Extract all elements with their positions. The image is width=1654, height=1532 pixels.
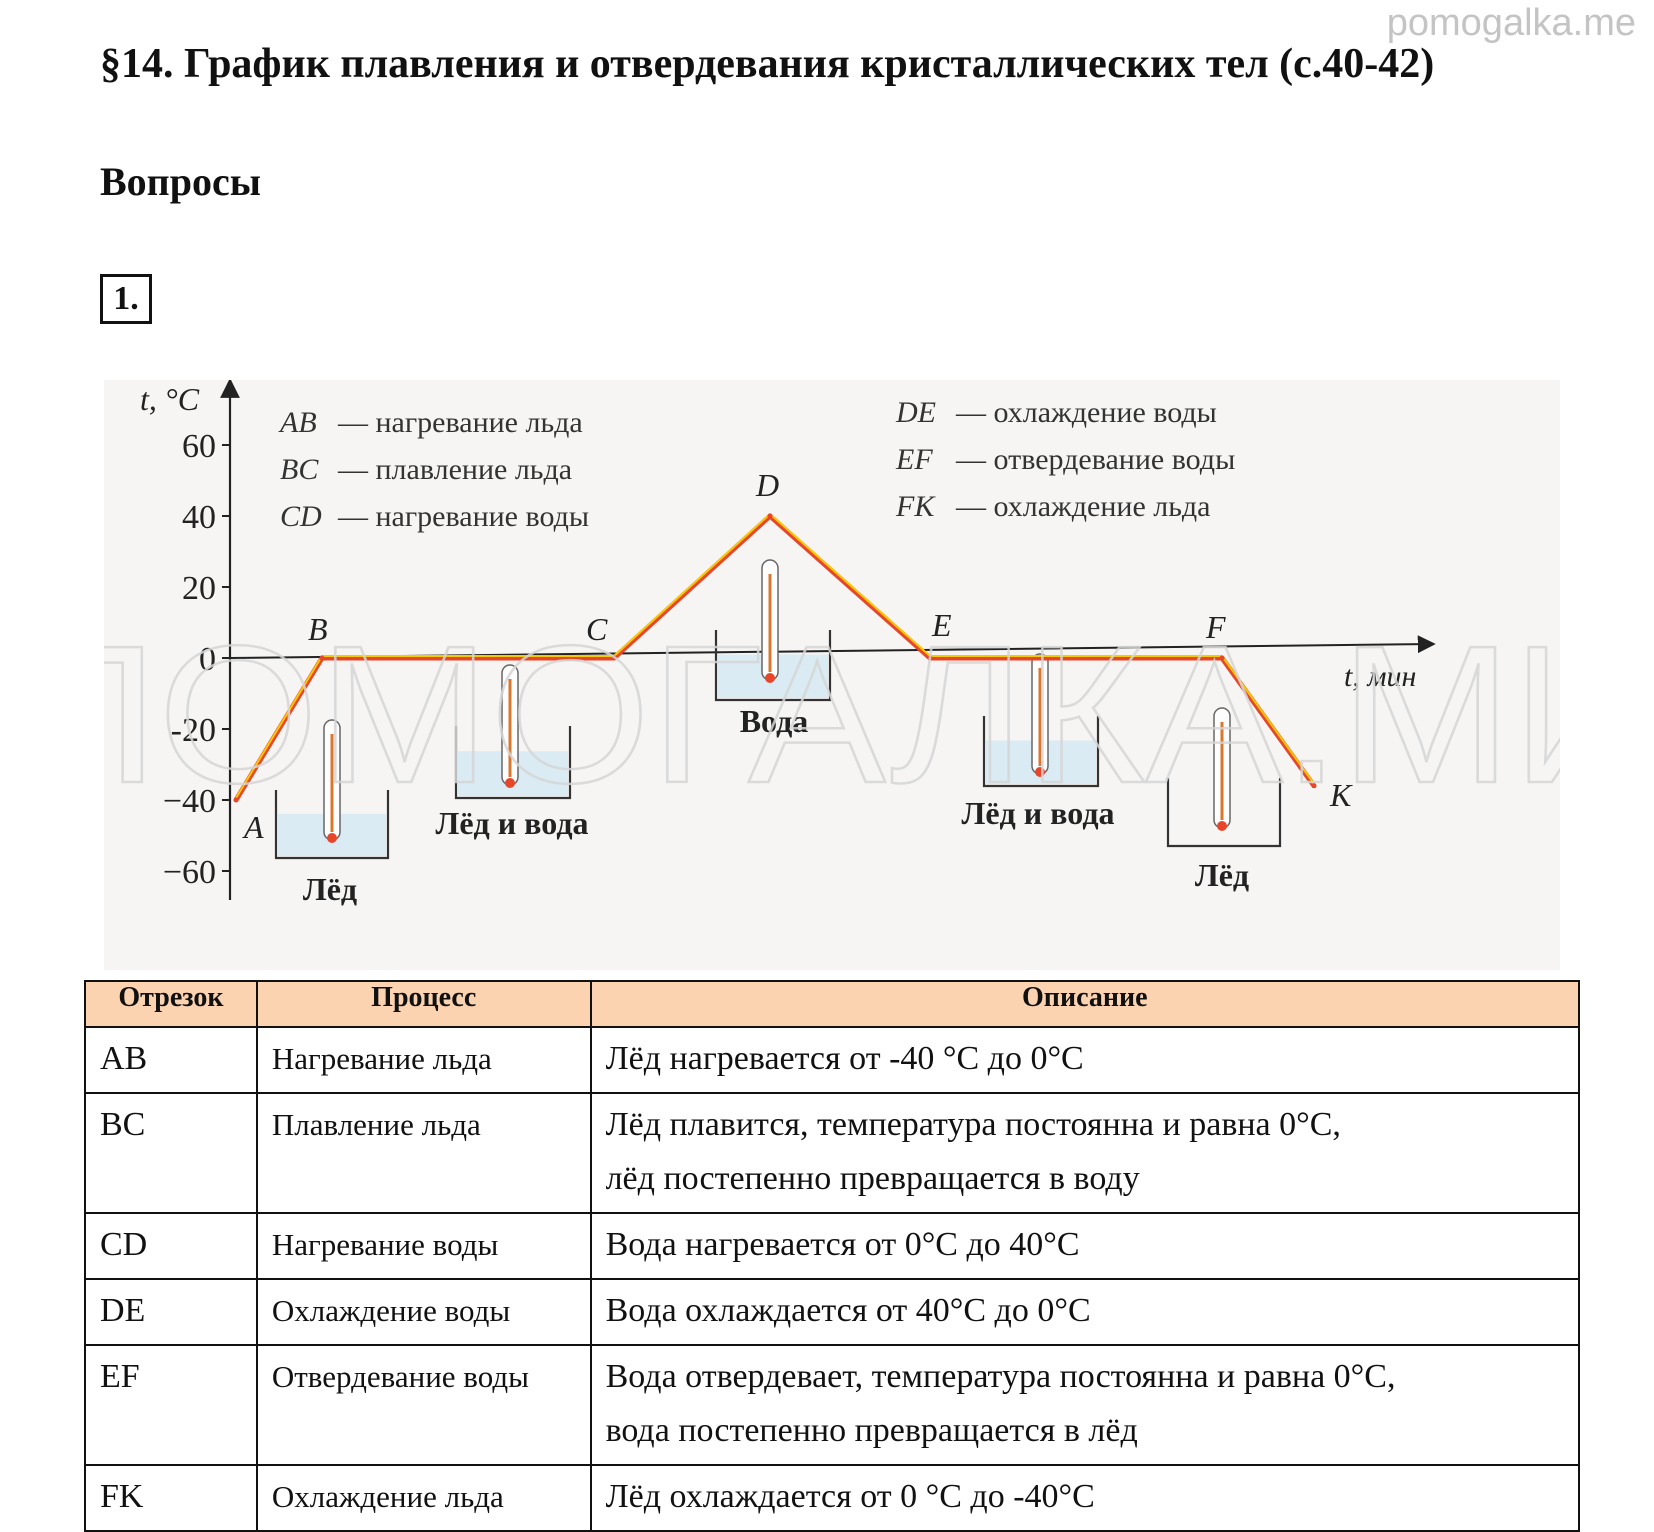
curve-point bbox=[1219, 655, 1225, 661]
table-header-row: Отрезок Процесс Описание bbox=[84, 980, 1581, 1028]
curve-point bbox=[319, 655, 325, 661]
y-tick-label: 40 bbox=[182, 499, 216, 536]
curve-point bbox=[233, 797, 239, 803]
curve-point bbox=[767, 513, 773, 519]
description-line: лёд постепенно превращается в воду bbox=[605, 1160, 1140, 1197]
table-row: EF Отвердевание воды Вода отвердевает, тем… bbox=[84, 1344, 1581, 1466]
description-line: Вода нагревается от 0°С до 40°С bbox=[605, 1226, 1080, 1263]
melting-chart-figure: 60 40 20 0 -20 −40 −60 t, °C t, мин Лёд Лёд и вода… bbox=[104, 380, 1560, 970]
header-process: Процесс bbox=[255, 980, 592, 1028]
cell-description: Вода охлаждается от 40°С до 0°С bbox=[589, 1278, 1581, 1346]
cell-description: Вода отвердевает, температура постоянна … bbox=[589, 1344, 1581, 1466]
cell-description: Вода нагревается от 0°С до 40°С bbox=[589, 1212, 1581, 1280]
table-row: FK Охлаждение льда Лёд охлаждается от 0 °С… bbox=[84, 1464, 1581, 1532]
cell-process: Нагревание воды bbox=[255, 1212, 592, 1280]
vessel-label: Лёд и вода bbox=[962, 795, 1115, 831]
point-label: C bbox=[586, 611, 608, 647]
legend-text: — охлаждение воды bbox=[955, 396, 1217, 429]
table-row: DE Охлаждение воды Вода охлаждается от 40°… bbox=[84, 1278, 1581, 1346]
legend-text: — нагревание воды bbox=[337, 500, 589, 533]
legend-text: — отвердевание воды bbox=[955, 443, 1235, 476]
beaker bbox=[982, 716, 1100, 788]
point-label: D bbox=[755, 467, 779, 503]
answer-table: Отрезок Процесс Описание AB Нагревание ль… bbox=[84, 980, 1581, 1532]
beaker bbox=[454, 726, 572, 800]
table-row: BC Плавление льда Лёд плавится, температур… bbox=[84, 1092, 1581, 1214]
cell-segment: CD bbox=[84, 1212, 258, 1280]
legend-text: — нагревание льда bbox=[337, 406, 583, 439]
header-description: Описание bbox=[589, 980, 1581, 1028]
y-tick-label: 60 bbox=[182, 428, 216, 465]
description-line: Лёд нагревается от -40 °С до 0°С bbox=[605, 1040, 1084, 1077]
cell-description: Лёд охлаждается от 0 °С до -40°С bbox=[589, 1464, 1581, 1532]
legend-segment: AB bbox=[278, 406, 317, 439]
y-tick-label: -20 bbox=[171, 712, 216, 749]
point-label: E bbox=[931, 607, 952, 643]
thermometer-bulb bbox=[327, 833, 337, 843]
overlay-watermark: ПОМОГАЛКА.МИ bbox=[104, 605, 1560, 824]
table-row: CD Нагревание воды Вода нагревается от 0°С… bbox=[84, 1212, 1581, 1280]
legend-text: — охлаждение льда bbox=[955, 490, 1211, 523]
description-line: вода постепенно превращается в лёд bbox=[605, 1412, 1138, 1449]
cell-process: Охлаждение воды bbox=[255, 1278, 592, 1346]
section-title: Вопросы bbox=[100, 159, 261, 204]
y-axis-label: t, °C bbox=[140, 381, 200, 417]
y-tick-label: −60 bbox=[163, 854, 216, 891]
beaker bbox=[274, 790, 390, 860]
point-label: B bbox=[308, 611, 328, 647]
description-line: Вода охлаждается от 40°С до 0°С bbox=[605, 1292, 1091, 1329]
y-tick-label: −40 bbox=[163, 783, 216, 820]
x-axis-label: t, мин bbox=[1344, 660, 1416, 693]
point-label: F bbox=[1205, 609, 1226, 645]
cell-segment: BC bbox=[84, 1092, 258, 1214]
curve-point bbox=[611, 655, 617, 661]
description-line: Вода отвердевает, температура постоянна … bbox=[605, 1358, 1396, 1395]
cell-process: Нагревание льда bbox=[255, 1026, 592, 1094]
melting-chart: 60 40 20 0 -20 −40 −60 t, °C t, мин Лёд Лёд и вода… bbox=[104, 380, 1560, 907]
site-watermark: pomogalka.me bbox=[1386, 2, 1636, 44]
legend-segment: DE bbox=[895, 396, 936, 429]
thermometer-bulb bbox=[505, 778, 515, 788]
vessel-label: Вода bbox=[740, 703, 809, 739]
description-line: Лёд плавится, температура постоянна и ра… bbox=[605, 1106, 1341, 1143]
cell-segment: DE bbox=[84, 1278, 258, 1346]
thermometer-bulb bbox=[1217, 821, 1227, 831]
beaker bbox=[714, 630, 832, 702]
cell-segment: EF bbox=[84, 1344, 258, 1466]
y-tick-label: 20 bbox=[182, 570, 216, 607]
legend-text: — плавление льда bbox=[337, 453, 572, 486]
cell-segment: AB bbox=[84, 1026, 258, 1094]
page-title: §14. График плавления и отвердевания кри… bbox=[100, 41, 1435, 87]
y-tick-label: 0 bbox=[199, 641, 216, 678]
legend-segment: CD bbox=[280, 500, 322, 533]
legend-segment: FK bbox=[895, 490, 936, 523]
legend-segment: EF bbox=[895, 443, 933, 476]
legend-segment: BC bbox=[280, 453, 319, 486]
description-line: Лёд охлаждается от 0 °С до -40°С bbox=[605, 1478, 1095, 1515]
thermometer-bulb bbox=[765, 673, 775, 683]
cell-process: Охлаждение льда bbox=[255, 1464, 592, 1532]
curve-point bbox=[1311, 783, 1317, 789]
vessel-label: Лёд и вода bbox=[436, 805, 589, 841]
curve-point bbox=[927, 655, 933, 661]
cell-description: Лёд плавится, температура постоянна и ра… bbox=[589, 1092, 1581, 1214]
cell-process: Отвердевание воды bbox=[255, 1344, 592, 1466]
point-label: K bbox=[1329, 777, 1353, 813]
cell-segment: FK bbox=[84, 1464, 258, 1532]
point-label: A bbox=[242, 809, 264, 845]
question-number: 1. bbox=[100, 274, 152, 324]
vessel-label: Лёд bbox=[1195, 857, 1249, 893]
beaker bbox=[1166, 778, 1282, 848]
cell-process: Плавление льда bbox=[255, 1092, 592, 1214]
header-segment: Отрезок bbox=[84, 980, 258, 1028]
vessel-label: Лёд bbox=[303, 871, 357, 907]
thermometer-bulb bbox=[1035, 767, 1045, 777]
table-row: AB Нагревание льда Лёд нагревается от -40 … bbox=[84, 1026, 1581, 1094]
cell-description: Лёд нагревается от -40 °С до 0°С bbox=[589, 1026, 1581, 1094]
